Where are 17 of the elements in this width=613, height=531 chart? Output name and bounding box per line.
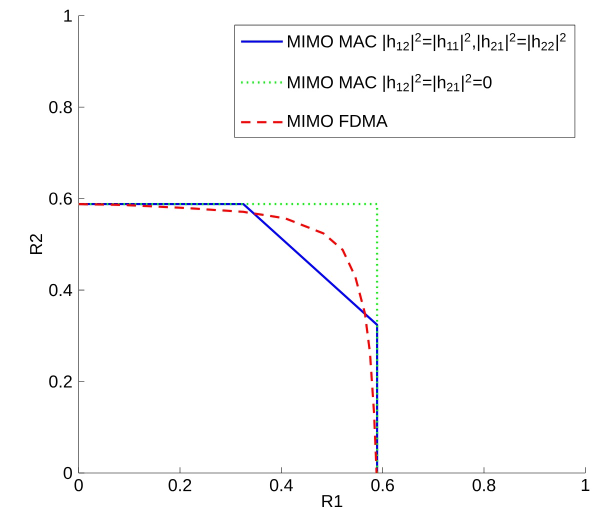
y-tick-label: 1 — [64, 10, 72, 22]
y-axis-title: R2 — [30, 234, 42, 254]
y-tick-label: 0 — [64, 466, 72, 480]
legend-label: MIMO FDMA — [288, 114, 388, 128]
y-tick-label: 0.6 — [49, 192, 72, 205]
x-tick-label: 0.4 — [270, 479, 293, 492]
y-tick-label: 0.4 — [49, 284, 72, 296]
text: MIMO MAC |h$_{12}$|$^{2}$=|h$_{11}$|$^{2}$,|h$_{21}$|$^{2}$=|h$_{22}$|$^{2}$ — [288, 33, 566, 52]
text: MIMO MAC |h$_{12}$|$^{2}$=|h$_{21}$|$^{2}$=0 — [288, 74, 492, 92]
x-tick-label: 0.2 — [168, 479, 192, 492]
y-tick-label: 0.8 — [49, 100, 72, 114]
x-tick-label: 0.8 — [472, 479, 496, 492]
x-tick-label: 0.6 — [371, 479, 394, 492]
x-axis-title: R1 — [322, 495, 342, 508]
x-tick-label: 1 — [582, 479, 590, 491]
y-tick-label: 0.2 — [49, 375, 72, 388]
x-tick-label: 0 — [74, 479, 83, 492]
